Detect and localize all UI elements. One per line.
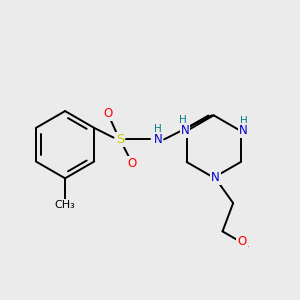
Text: H: H [240, 116, 248, 126]
Text: N: N [153, 133, 162, 146]
Text: O: O [128, 157, 137, 170]
Text: N: N [211, 171, 220, 184]
Text: O: O [237, 236, 247, 248]
Text: O: O [103, 107, 112, 120]
Text: N: N [181, 124, 189, 137]
Text: CH₃: CH₃ [55, 200, 76, 210]
Text: H: H [154, 124, 162, 134]
Text: S: S [116, 133, 124, 146]
Text: N: N [239, 124, 248, 137]
Text: H: H [178, 115, 186, 125]
